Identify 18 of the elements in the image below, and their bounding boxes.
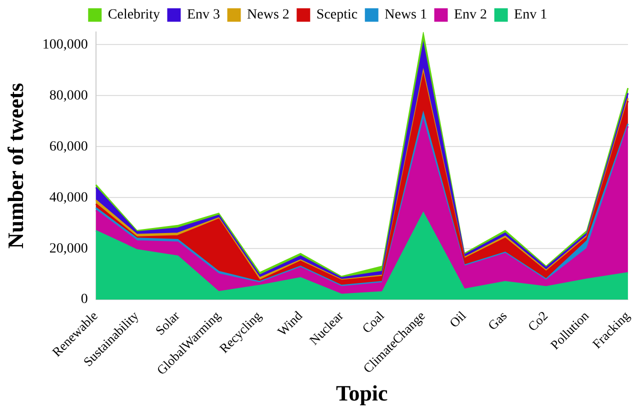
y-axis-title: Number of tweets <box>2 82 28 249</box>
legend-label: Celebrity <box>108 8 160 23</box>
legend-label: News 1 <box>384 8 428 23</box>
legend-label: Env 1 <box>514 8 548 23</box>
legend-label: Env 2 <box>454 8 488 23</box>
x-axis-title: Topic <box>336 380 388 406</box>
legend-label: Sceptic <box>316 8 358 23</box>
legend-label: Env 3 <box>186 8 220 23</box>
x-tick-label: Oil <box>446 308 470 330</box>
legend-label: News 2 <box>247 8 290 23</box>
y-tick-label: 100,000 <box>42 37 88 52</box>
y-tick-label: 0 <box>80 292 88 308</box>
y-tick-label: 60,000 <box>49 139 88 154</box>
y-tick-label: 80,000 <box>49 88 88 104</box>
x-tick-label: Co2 <box>524 308 551 334</box>
y-tick-label: 40,000 <box>49 190 88 206</box>
x-tick-label: Gas <box>484 308 510 333</box>
y-tick-label: 20,000 <box>49 241 88 256</box>
